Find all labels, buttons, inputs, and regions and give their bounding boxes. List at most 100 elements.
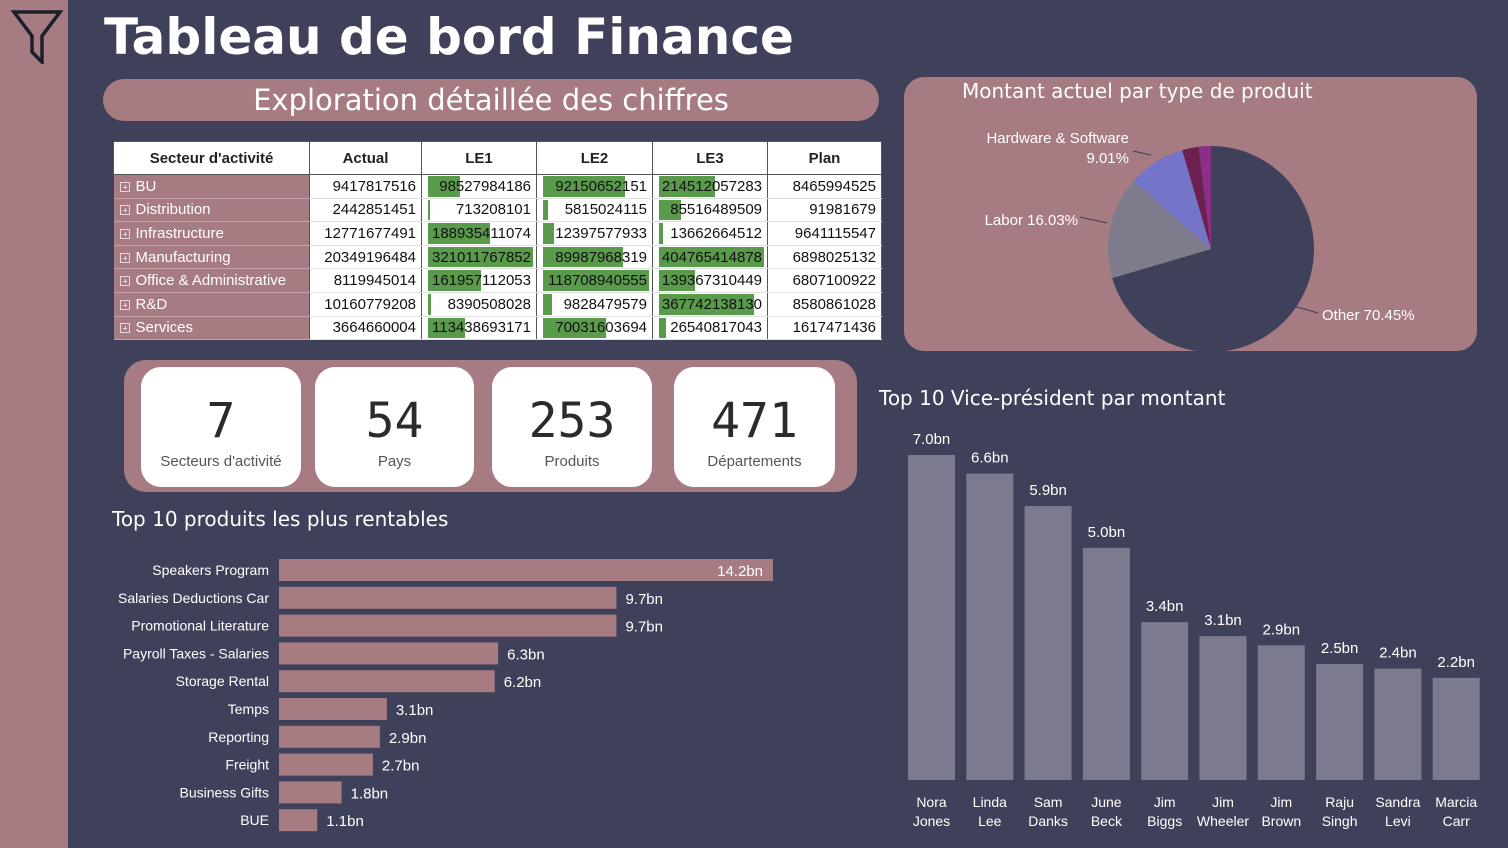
data-bar bbox=[428, 176, 461, 197]
bar[interactable] bbox=[908, 455, 955, 780]
matrix-cell-value: 161957112053 bbox=[432, 272, 531, 290]
bar-category-label: Carr bbox=[1443, 813, 1471, 829]
matrix-header-plan[interactable]: Plan bbox=[767, 141, 882, 175]
expand-icon[interactable] bbox=[119, 228, 130, 239]
bar[interactable] bbox=[1374, 668, 1422, 780]
bar-value-label: 14.2bn bbox=[717, 563, 763, 580]
bar[interactable] bbox=[1141, 622, 1189, 780]
bar-value-label: 2.4bn bbox=[1379, 645, 1417, 662]
data-bar bbox=[428, 293, 431, 315]
bar[interactable] bbox=[279, 559, 773, 581]
bar[interactable] bbox=[1199, 636, 1247, 780]
bar-value-label: 5.9bn bbox=[1029, 482, 1067, 499]
expand-icon[interactable] bbox=[119, 252, 130, 263]
pie-slice[interactable] bbox=[1133, 150, 1211, 249]
matrix-cell-le2: 9828479579 bbox=[536, 292, 653, 317]
matrix-cell-value: 10160779208 bbox=[324, 295, 416, 313]
left-sidebar bbox=[0, 0, 68, 848]
bar[interactable] bbox=[279, 698, 387, 720]
bar-value-label: 6.6bn bbox=[971, 450, 1009, 467]
matrix-row-header[interactable]: Distribution bbox=[113, 198, 310, 223]
matrix-row-header[interactable]: Office & Administrative bbox=[113, 268, 310, 293]
matrix-row-header[interactable]: R&D bbox=[113, 292, 310, 317]
pie-slice[interactable] bbox=[1108, 180, 1211, 279]
bar[interactable] bbox=[279, 725, 380, 748]
bar[interactable] bbox=[279, 642, 499, 665]
bar-category-label: Biggs bbox=[1147, 813, 1182, 829]
bar[interactable] bbox=[1257, 645, 1305, 780]
matrix-cell-value: 92150652151 bbox=[555, 177, 647, 195]
bar-category-label: Promotional Literature bbox=[131, 618, 269, 634]
bar[interactable] bbox=[279, 753, 373, 776]
matrix-row-label: R&D bbox=[135, 295, 168, 313]
matrix-cell-value: 8390508028 bbox=[447, 295, 531, 313]
bar[interactable] bbox=[966, 473, 1014, 780]
matrix-cell-value: 8580861028 bbox=[792, 295, 876, 313]
matrix-cell-le2: 92150652151 bbox=[536, 174, 653, 199]
bar[interactable] bbox=[1082, 547, 1130, 780]
matrix-cell-le1: 713208101 bbox=[421, 198, 537, 223]
matrix-cell-le2: 12397577933 bbox=[536, 221, 653, 246]
matrix-cell-value: 8119945014 bbox=[333, 272, 416, 290]
matrix-row[interactable]: BU 9417817516 98527984186 92150652151 214512… bbox=[113, 174, 882, 199]
matrix-row-header[interactable]: BU bbox=[113, 174, 310, 199]
filter-icon[interactable] bbox=[8, 8, 64, 64]
matrix-row[interactable]: Manufacturing 20349196484 321011767852 8998… bbox=[113, 245, 882, 270]
kpi-value: 7 bbox=[206, 393, 236, 449]
matrix-row-label: Infrastructure bbox=[135, 224, 224, 242]
bar-value-label: 2.7bn bbox=[382, 758, 420, 775]
matrix-header-le2[interactable]: LE2 bbox=[536, 141, 653, 175]
bar[interactable] bbox=[1316, 663, 1364, 780]
matrix-cell-value: 321011767852 bbox=[432, 248, 531, 266]
data-bar bbox=[659, 293, 755, 315]
bar-category-label: Wheeler bbox=[1197, 813, 1249, 829]
matrix-cell-le2: 118708940555 bbox=[536, 268, 653, 293]
pie-slice[interactable] bbox=[1198, 146, 1211, 249]
matrix-banner: Exploration détaillée des chiffres bbox=[103, 79, 879, 121]
matrix-cell-plan: 1617471436 bbox=[767, 316, 882, 341]
matrix-row[interactable]: Infrastructure 12771677491 188935411074 123… bbox=[113, 221, 882, 246]
matrix-header-le3[interactable]: LE3 bbox=[652, 141, 768, 175]
bar[interactable] bbox=[279, 809, 318, 832]
expand-icon[interactable] bbox=[119, 323, 130, 334]
matrix-header-actual[interactable]: Actual bbox=[309, 141, 422, 175]
bar-value-label: 2.9bn bbox=[389, 730, 427, 747]
bar[interactable] bbox=[279, 670, 495, 693]
matrix-row[interactable]: Office & Administrative 8119945014 1619571… bbox=[113, 268, 882, 293]
expand-icon[interactable] bbox=[119, 276, 130, 287]
matrix-cell-actual: 10160779208 bbox=[309, 292, 422, 317]
expand-icon[interactable] bbox=[119, 299, 130, 310]
matrix-row[interactable]: Distribution 2442851451 713208101 581502411… bbox=[113, 198, 882, 223]
bar-value-label: 1.1bn bbox=[326, 813, 364, 830]
matrix-row-header[interactable]: Infrastructure bbox=[113, 221, 310, 246]
data-bar bbox=[543, 246, 624, 268]
matrix-cell-actual: 3664660004 bbox=[309, 316, 422, 341]
bar-value-label: 2.2bn bbox=[1437, 654, 1475, 671]
bar-category-label: Brown bbox=[1261, 813, 1301, 829]
bar[interactable] bbox=[1024, 506, 1072, 780]
bar-category-label: Nora bbox=[916, 794, 947, 810]
bar[interactable] bbox=[279, 781, 342, 804]
matrix-cell-le2: 89987968319 bbox=[536, 245, 653, 270]
bar-value-label: 3.1bn bbox=[396, 702, 434, 719]
bar[interactable] bbox=[279, 586, 617, 609]
bar-category-label: Business Gifts bbox=[180, 784, 269, 800]
pie-slice[interactable] bbox=[1112, 146, 1314, 351]
matrix-header-sector[interactable]: Secteur d'activité bbox=[113, 141, 310, 175]
expand-icon[interactable] bbox=[119, 205, 130, 216]
matrix-header-le1[interactable]: LE1 bbox=[421, 141, 537, 175]
pie-slice[interactable] bbox=[1182, 146, 1211, 249]
matrix-row[interactable]: Services 3664660004 113438693171 7003160369… bbox=[113, 316, 882, 341]
matrix-cell-le3: 367742138130 bbox=[652, 292, 768, 317]
matrix-row-header[interactable]: Manufacturing bbox=[113, 245, 310, 270]
bar-category-label: Jones bbox=[913, 813, 950, 829]
matrix-row-label: Distribution bbox=[135, 201, 211, 219]
pie-label: Labor 16.03% bbox=[985, 212, 1078, 229]
bar[interactable] bbox=[279, 614, 617, 637]
bar[interactable] bbox=[1432, 677, 1480, 780]
matrix-row-header[interactable]: Services bbox=[113, 316, 310, 341]
data-bar bbox=[659, 199, 682, 221]
data-bar bbox=[428, 223, 490, 244]
expand-icon[interactable] bbox=[119, 181, 130, 192]
matrix-row[interactable]: R&D 10160779208 8390508028 9828479579 367742… bbox=[113, 292, 882, 317]
